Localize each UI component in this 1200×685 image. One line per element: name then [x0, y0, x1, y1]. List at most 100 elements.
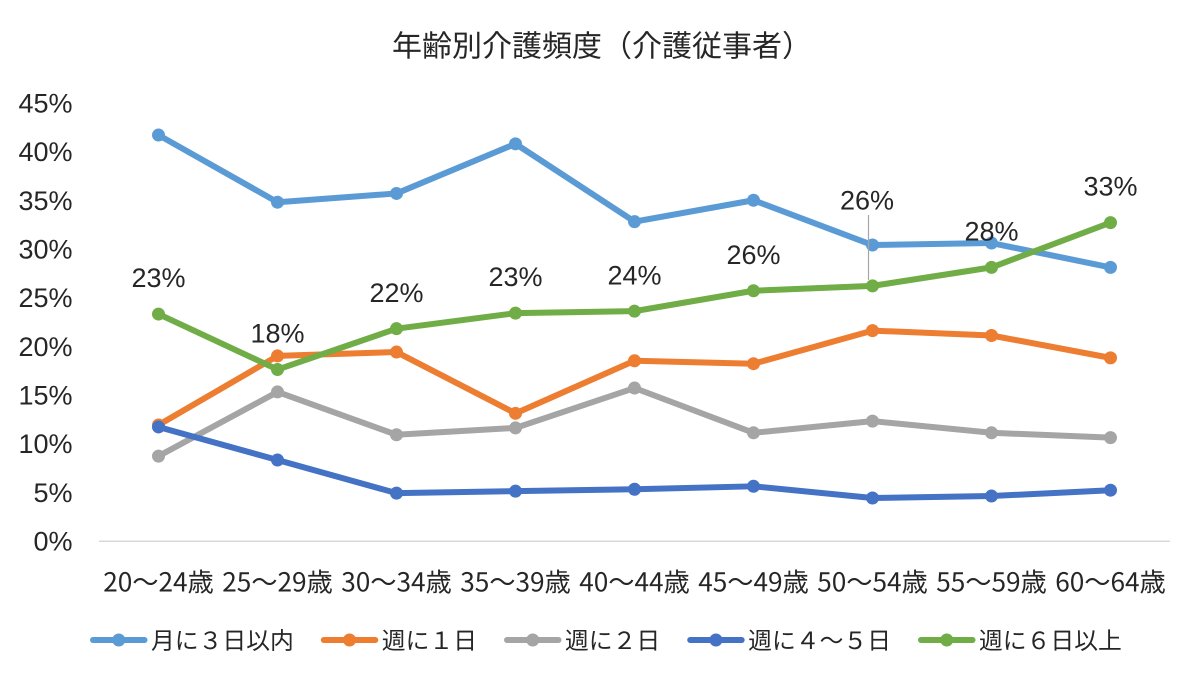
y-axis-tick-label: 35%	[18, 186, 72, 216]
x-axis-category-label	[341, 569, 451, 594]
y-axis-tick-label: 40%	[18, 137, 72, 167]
series-marker	[866, 491, 879, 505]
series-marker	[747, 193, 760, 207]
series-marker	[271, 385, 284, 399]
x-axis-category-label	[698, 569, 808, 594]
series-marker	[509, 484, 522, 498]
series-marker	[390, 186, 403, 200]
legend-item-weekly-1-day	[320, 629, 474, 651]
legend-item-label	[749, 629, 888, 651]
series-marker	[509, 406, 522, 420]
series-marker	[271, 453, 284, 467]
series-marker	[628, 354, 641, 368]
data-label: 26%	[726, 240, 780, 270]
series-line	[155, 385, 1114, 460]
legend-item-weekly-4-5-days	[687, 629, 888, 651]
series-marker	[509, 137, 522, 151]
legend-item-label	[979, 629, 1121, 652]
series-monthly-3-days	[152, 128, 1117, 274]
series-marker	[1104, 351, 1117, 365]
series-marker	[390, 322, 403, 336]
legend-marker-dot	[343, 633, 357, 647]
legend-item-weekly-6-plus-days	[918, 629, 1121, 652]
y-axis-tick-label: 5%	[33, 478, 72, 508]
series-marker	[152, 449, 165, 463]
legend-item-weekly-2-days	[504, 629, 657, 651]
series-weekly-2-days	[152, 381, 1117, 463]
series-marker	[628, 482, 641, 496]
y-axis-tick-label: 15%	[18, 380, 72, 410]
chart-title	[393, 30, 792, 60]
series-weekly-4-5-days	[152, 420, 1117, 505]
y-axis-tick-label: 30%	[18, 235, 72, 265]
x-axis-category-label	[817, 569, 927, 594]
series-marker	[747, 284, 760, 298]
series-marker	[985, 426, 998, 440]
series-marker	[509, 306, 522, 320]
series-line	[155, 132, 1114, 271]
series-marker	[747, 426, 760, 440]
series-marker	[866, 414, 879, 428]
series-marker	[390, 486, 403, 500]
series-marker	[628, 215, 641, 229]
x-axis-category-label	[104, 569, 213, 594]
x-axis-category-label	[1056, 569, 1165, 594]
series-marker	[628, 381, 641, 395]
series-marker	[390, 428, 403, 442]
y-axis: 0% 5% 10% 15% 20% 25% 30% 35% 40% 45%	[18, 89, 72, 557]
data-label: 33%	[1083, 172, 1137, 202]
series-marker	[152, 307, 165, 321]
series-marker	[152, 420, 165, 434]
series-marker	[1104, 431, 1117, 445]
x-axis-category-label	[460, 569, 570, 594]
series-marker	[271, 349, 284, 363]
y-axis-tick-label: 25%	[18, 283, 72, 313]
series-marker	[1104, 260, 1117, 274]
data-label: 24%	[607, 260, 661, 290]
data-label: 22%	[369, 278, 423, 308]
series-marker	[985, 260, 998, 274]
legend-item-monthly-3-days	[90, 629, 292, 652]
legend-marker-dot	[709, 633, 723, 647]
x-axis-category-label	[223, 569, 332, 594]
x-axis-category-label	[579, 569, 689, 594]
data-label: 23%	[131, 263, 185, 293]
y-axis-tick-label: 20%	[18, 332, 72, 362]
series-marker	[271, 363, 284, 377]
legend-marker-dot	[526, 633, 540, 647]
legend-marker-dot	[940, 633, 954, 647]
legend-item-label	[151, 629, 292, 652]
series-marker	[628, 304, 641, 318]
series-marker	[866, 279, 879, 293]
series-marker	[1104, 216, 1117, 230]
series-marker	[985, 489, 998, 503]
series-weekly-6-plus-days	[152, 216, 1117, 377]
data-labels-weekly-6-plus-days: 23% 18% 22% 23% 24% 26% 26% 28% 33%	[131, 172, 1137, 349]
y-axis-tick-label: 10%	[18, 429, 72, 459]
x-axis	[104, 569, 1165, 594]
series-marker	[866, 324, 879, 338]
y-axis-tick-label: 45%	[18, 89, 72, 119]
series-marker	[509, 421, 522, 435]
y-axis-tick-label: 0%	[33, 526, 72, 556]
legend-item-label	[382, 629, 474, 651]
series-marker	[747, 479, 760, 493]
series-marker	[866, 238, 879, 252]
data-label: 23%	[488, 262, 542, 292]
data-label: 26%	[840, 186, 894, 216]
series-marker	[747, 357, 760, 371]
legend	[90, 629, 1121, 652]
data-label: 28%	[964, 216, 1018, 246]
data-label: 18%	[250, 319, 304, 349]
series-marker	[985, 328, 998, 342]
series-marker	[985, 236, 998, 250]
series-marker	[1104, 483, 1117, 497]
legend-item-label	[565, 629, 657, 651]
legend-marker-dot	[112, 633, 126, 647]
series-marker	[152, 128, 165, 142]
series-marker	[271, 195, 284, 209]
series-marker	[390, 345, 403, 359]
x-axis-category-label	[936, 569, 1046, 594]
